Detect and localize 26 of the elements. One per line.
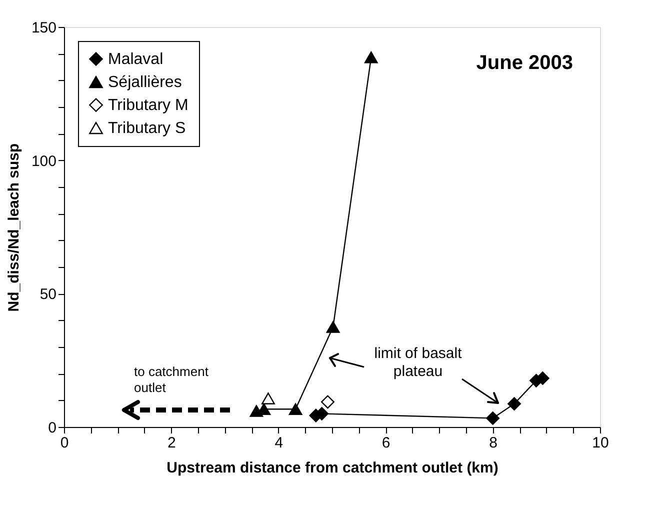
x-tick-label: 8 — [489, 434, 498, 452]
point — [288, 403, 302, 416]
legend-label: Tributary S — [108, 120, 186, 137]
point — [326, 321, 340, 333]
y-tick-label: 100 — [31, 152, 56, 170]
point — [261, 392, 275, 404]
x-tick-label: 0 — [60, 434, 69, 452]
y-tick-label: 0 — [48, 420, 56, 436]
annotation: to catchment outlet — [134, 364, 209, 395]
legend-label: Séjallières — [108, 74, 182, 91]
legend-label: Malaval — [108, 51, 164, 68]
annotation: June 2003 — [476, 52, 573, 74]
x-tick-label: 4 — [274, 434, 284, 452]
x-axis-title: Upstream distance from catchment outlet (km) — [166, 460, 498, 476]
point — [320, 395, 334, 409]
y-tick-label: 150 — [31, 20, 56, 36]
point — [508, 397, 521, 411]
legend-label: Tributary M — [108, 97, 188, 114]
x-tick-label: 2 — [168, 434, 176, 452]
point — [486, 411, 500, 425]
x-tick-label: 6 — [382, 434, 390, 452]
y-tick-label: 50 — [40, 286, 56, 304]
point — [364, 51, 378, 64]
y-axis-title: Nd_diss/Nd_leach susp — [5, 143, 22, 312]
annotation: limit of basalt plateau — [374, 345, 463, 380]
x-tick-label: 10 — [592, 434, 609, 452]
